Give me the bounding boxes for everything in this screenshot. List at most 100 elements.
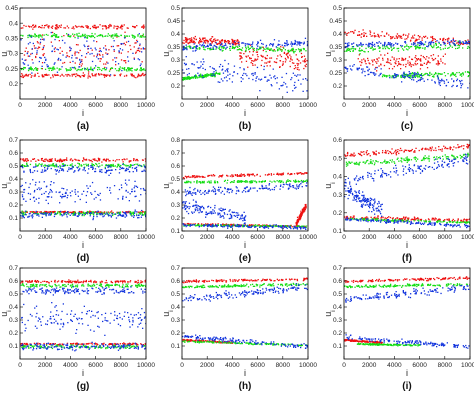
data-point-green [66, 69, 68, 71]
data-point-red [413, 64, 415, 66]
data-point-red [354, 29, 356, 31]
data-point-blue [413, 79, 415, 81]
data-point-red [363, 34, 365, 36]
data-point-red [99, 47, 101, 50]
data-point-red [80, 26, 82, 28]
data-point-red [270, 174, 273, 176]
data-point-red [69, 159, 72, 161]
data-point-blue [46, 168, 48, 170]
data-point-blue [57, 166, 59, 168]
data-point-red [223, 39, 225, 42]
data-point-red [199, 39, 201, 42]
data-point-blue [211, 67, 214, 69]
data-point-green [238, 49, 240, 51]
data-point-green [43, 165, 45, 167]
data-point-red [277, 173, 279, 175]
data-point-red [408, 33, 410, 35]
data-point-green [135, 163, 137, 165]
data-point-green [89, 36, 92, 38]
data-point-green [238, 45, 241, 47]
data-point-red [39, 211, 41, 213]
data-point-red [45, 24, 47, 27]
data-point-green [229, 47, 231, 50]
data-point-red [344, 31, 346, 34]
data-point-red [22, 158, 24, 160]
data-point-red [433, 38, 435, 40]
data-point-blue [202, 77, 204, 79]
data-point-blue [183, 45, 185, 47]
data-point-red [391, 36, 393, 38]
data-point-green [268, 48, 270, 50]
data-point-blue [35, 198, 37, 200]
data-point-green [190, 181, 192, 183]
data-point-green [253, 47, 255, 50]
data-point-blue [118, 172, 121, 174]
data-point-blue [414, 76, 416, 78]
data-point-blue [87, 48, 90, 50]
data-point-red [98, 159, 101, 161]
data-point-red [42, 212, 44, 214]
data-point-red [37, 159, 39, 161]
data-point-blue [231, 211, 233, 213]
data-point-red [95, 75, 97, 77]
data-point-blue [25, 200, 27, 202]
data-point-blue [197, 205, 199, 207]
data-point-blue [195, 45, 198, 47]
data-point-green [58, 68, 60, 70]
data-point-blue [252, 41, 254, 43]
data-point-green [348, 48, 351, 50]
data-point-green [424, 47, 426, 49]
data-point-blue [108, 215, 110, 217]
data-point-green [416, 47, 418, 49]
data-point-blue [236, 214, 238, 216]
data-point-blue [81, 193, 83, 195]
data-point-blue [124, 37, 126, 39]
scatter-points [182, 172, 308, 230]
data-point-blue [272, 68, 274, 70]
data-point-green [303, 225, 305, 227]
data-point-blue [288, 225, 290, 227]
data-point-red [391, 148, 393, 150]
data-point-blue [270, 77, 272, 79]
data-point-blue [272, 45, 274, 47]
data-point-green [448, 47, 450, 49]
data-point-red [365, 32, 367, 35]
data-point-green [263, 181, 266, 183]
data-point-blue [306, 182, 308, 184]
data-point-blue [251, 73, 253, 75]
data-point-red [218, 42, 220, 44]
data-point-green [127, 164, 129, 167]
data-point-red [231, 176, 233, 178]
data-point-blue [396, 74, 398, 76]
data-point-blue [183, 48, 185, 51]
data-point-red [403, 216, 405, 218]
data-point-green [419, 77, 422, 79]
data-point-blue [185, 205, 187, 207]
data-point-blue [438, 83, 440, 85]
data-point-green [139, 164, 141, 166]
data-point-blue [279, 185, 282, 187]
data-point-blue [58, 57, 60, 60]
data-point-blue [269, 189, 271, 191]
data-point-blue [403, 71, 405, 73]
data-point-blue [87, 45, 89, 48]
data-point-red [54, 28, 57, 30]
data-point-blue [291, 77, 293, 79]
data-point-blue [54, 213, 56, 216]
data-point-blue [46, 196, 48, 198]
x-tick-label: 2000 [200, 234, 215, 241]
data-point-red [437, 60, 439, 62]
data-point-green [294, 181, 296, 183]
data-point-green [84, 212, 86, 214]
data-point-green [85, 212, 87, 214]
data-point-blue [185, 224, 187, 226]
data-point-red [279, 173, 281, 175]
data-point-blue [268, 79, 270, 81]
data-point-red [202, 37, 204, 39]
data-point-green [196, 182, 198, 184]
data-point-green [207, 74, 210, 76]
data-point-green [130, 214, 132, 216]
data-point-blue [50, 196, 53, 198]
data-point-blue [22, 62, 24, 64]
data-point-blue [42, 213, 44, 215]
